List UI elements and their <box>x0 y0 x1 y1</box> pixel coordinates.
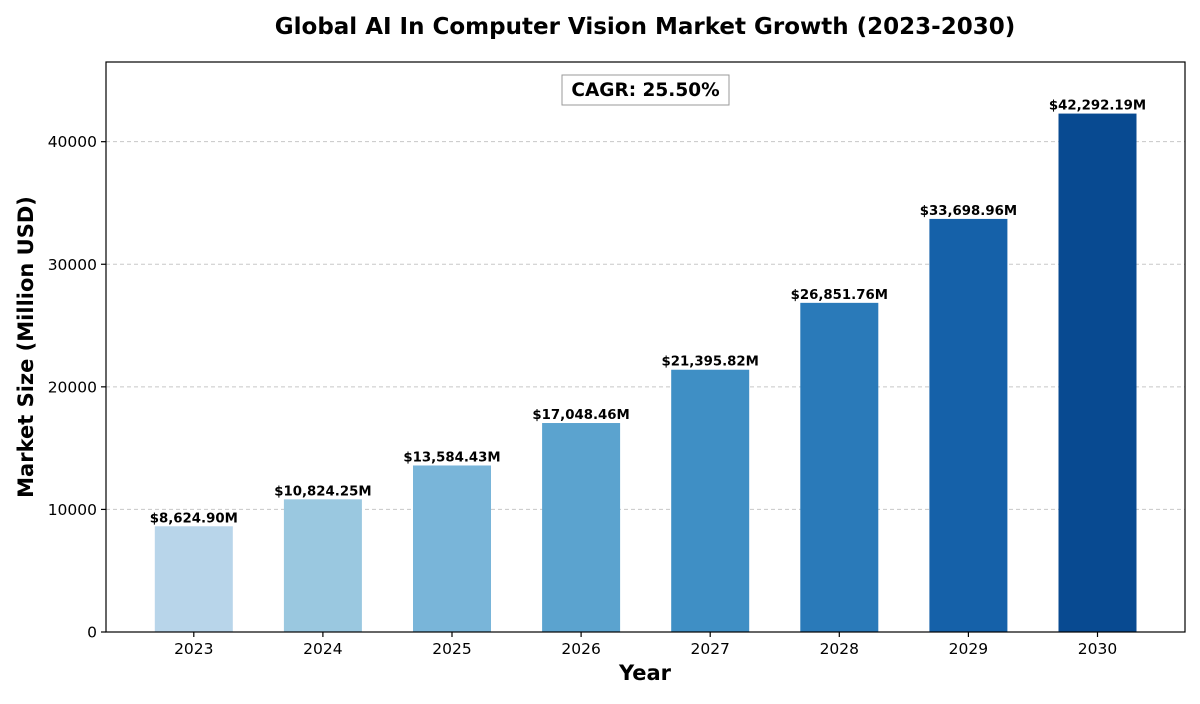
bar <box>154 526 233 632</box>
bars <box>154 113 1137 633</box>
bar <box>671 369 750 632</box>
y-axis-label: Market Size (Million USD) <box>14 196 38 498</box>
y-tick-label: 10000 <box>48 501 97 519</box>
x-axis-label: Year <box>618 661 672 685</box>
data-label: $42,292.19M <box>1049 99 1146 114</box>
axes: 0 10000 20000 30000 40000 2023 2024 2025 2026 202… <box>48 133 1118 658</box>
x-tick-label: 2027 <box>690 640 729 658</box>
bar <box>800 302 879 632</box>
bar <box>542 423 621 632</box>
y-tick-label: 30000 <box>48 256 97 274</box>
x-tick-label: 2025 <box>432 640 471 658</box>
data-label: $8,624.90M <box>150 511 238 526</box>
y-tick-label: 0 <box>87 624 97 642</box>
data-label: $17,048.46M <box>532 408 629 423</box>
data-label: $21,395.82M <box>662 355 759 370</box>
x-tick-label: 2028 <box>820 640 859 658</box>
x-tick-label: 2024 <box>303 640 342 658</box>
bar <box>1058 113 1137 633</box>
y-tick-label: 20000 <box>48 378 97 396</box>
x-tick-label: 2023 <box>174 640 213 658</box>
x-tick-label: 2026 <box>561 640 600 658</box>
bar <box>283 499 362 632</box>
gridlines <box>106 141 1185 510</box>
x-tick-label: 2030 <box>1078 640 1117 658</box>
data-label: $10,824.25M <box>274 484 371 499</box>
cagr-label: CAGR: 25.50% <box>571 80 719 101</box>
data-label: $33,698.96M <box>920 204 1017 219</box>
cagr-box <box>561 74 730 106</box>
chart-title: Global AI In Computer Vision Market Grow… <box>275 14 1015 40</box>
bar <box>413 465 491 632</box>
plot-frame <box>105 61 1186 633</box>
cagr-annotation: CAGR: 25.50% <box>561 74 730 106</box>
y-tick-label: 40000 <box>48 133 97 151</box>
data-label: $13,584.43M <box>403 450 500 465</box>
bar <box>929 218 1008 633</box>
data-labels: $8,624.90M $10,824.25M $13,584.43M $17,048.… <box>150 99 1146 527</box>
data-label: $26,851.76M <box>791 288 888 303</box>
x-tick-label: 2029 <box>949 640 988 658</box>
